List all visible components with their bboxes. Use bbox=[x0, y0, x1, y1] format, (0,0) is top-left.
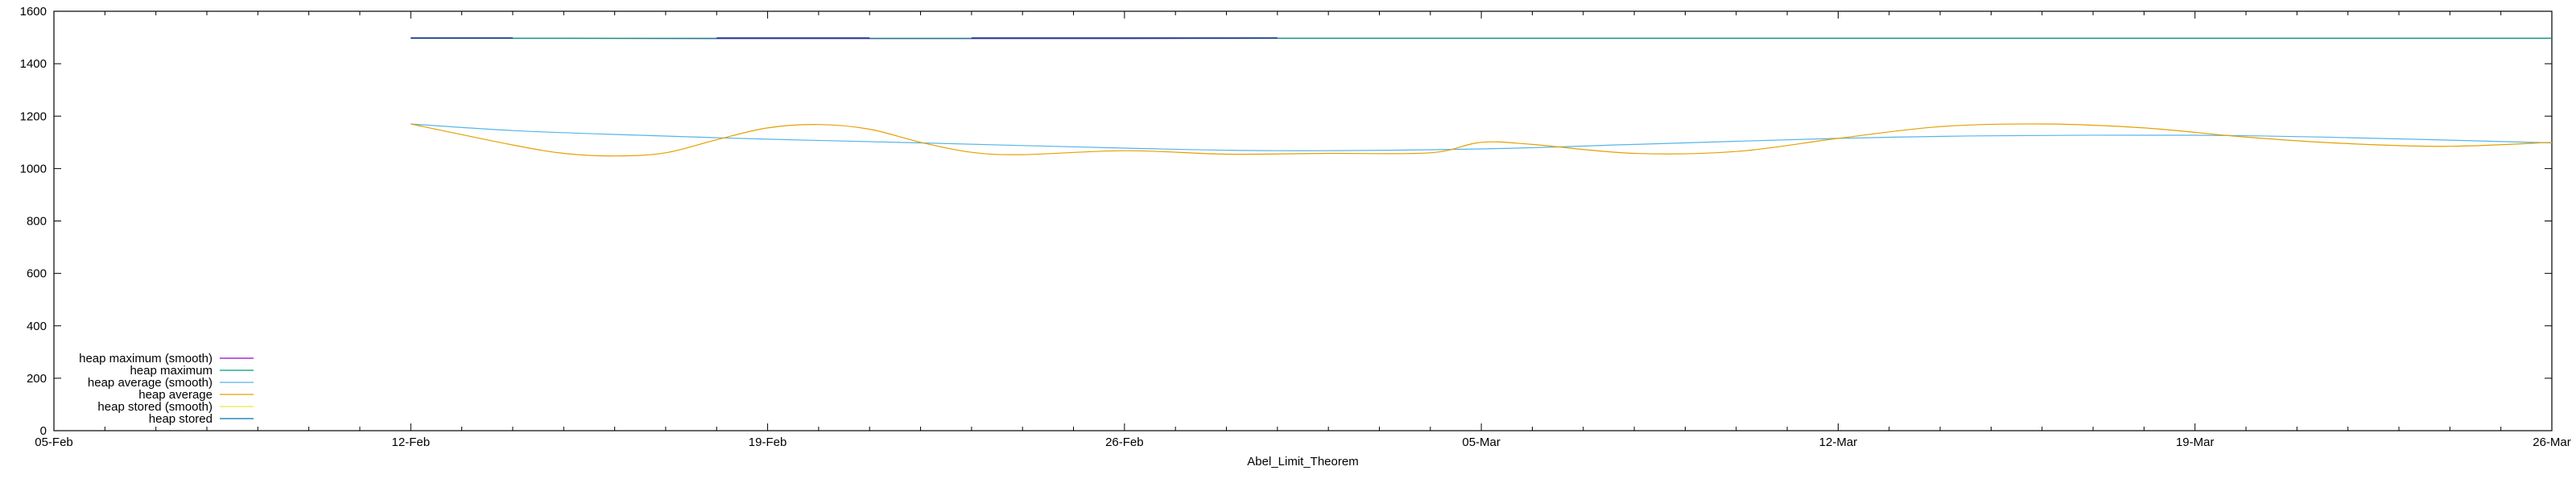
x-tick-label: 19-Feb bbox=[749, 436, 787, 449]
y-axis: 0 200 400 600 800 1000 1200 1400 1600 bbox=[20, 5, 2552, 438]
series-layer bbox=[411, 37, 2553, 157]
x-tick-label: 26-Feb bbox=[1105, 436, 1144, 449]
x-tick-label: 26-Mar bbox=[2533, 436, 2571, 449]
x-tick-label: 19-Mar bbox=[2176, 436, 2215, 449]
y-tick-label: 0 bbox=[40, 424, 47, 438]
x-tick-label: 05-Feb bbox=[35, 436, 73, 449]
y-tick-label: 600 bbox=[27, 267, 47, 281]
x-tick-label: 05-Mar bbox=[1462, 436, 1501, 449]
series-line-3 bbox=[411, 123, 2553, 157]
x-axis: 05-Feb 12-Feb 19-Feb 26-Feb 05-Mar 12-Mar 19-M… bbox=[35, 11, 2571, 449]
x-tick-label: 12-Feb bbox=[392, 436, 431, 449]
y-tick-label: 1400 bbox=[20, 57, 47, 71]
legend-label: heap stored (smooth) bbox=[97, 400, 213, 414]
legend-label: heap average (smooth) bbox=[88, 376, 213, 390]
y-tick-label: 800 bbox=[27, 215, 47, 229]
y-tick-label: 1000 bbox=[20, 162, 47, 175]
y-tick-label: 1600 bbox=[20, 5, 47, 19]
y-tick-label: 1200 bbox=[20, 109, 47, 123]
y-tick-label: 400 bbox=[27, 320, 47, 333]
x-axis-label: Abel_Limit_Theorem bbox=[1247, 455, 1358, 469]
legend-label: heap maximum (smooth) bbox=[79, 352, 213, 365]
legend-label: heap stored bbox=[149, 412, 213, 426]
y-tick-label: 200 bbox=[27, 372, 47, 386]
series-line-2 bbox=[411, 123, 2553, 151]
legend-label: heap average bbox=[138, 388, 213, 402]
legend-label: heap maximum bbox=[130, 364, 213, 378]
x-tick-label: 12-Mar bbox=[1819, 436, 1858, 449]
